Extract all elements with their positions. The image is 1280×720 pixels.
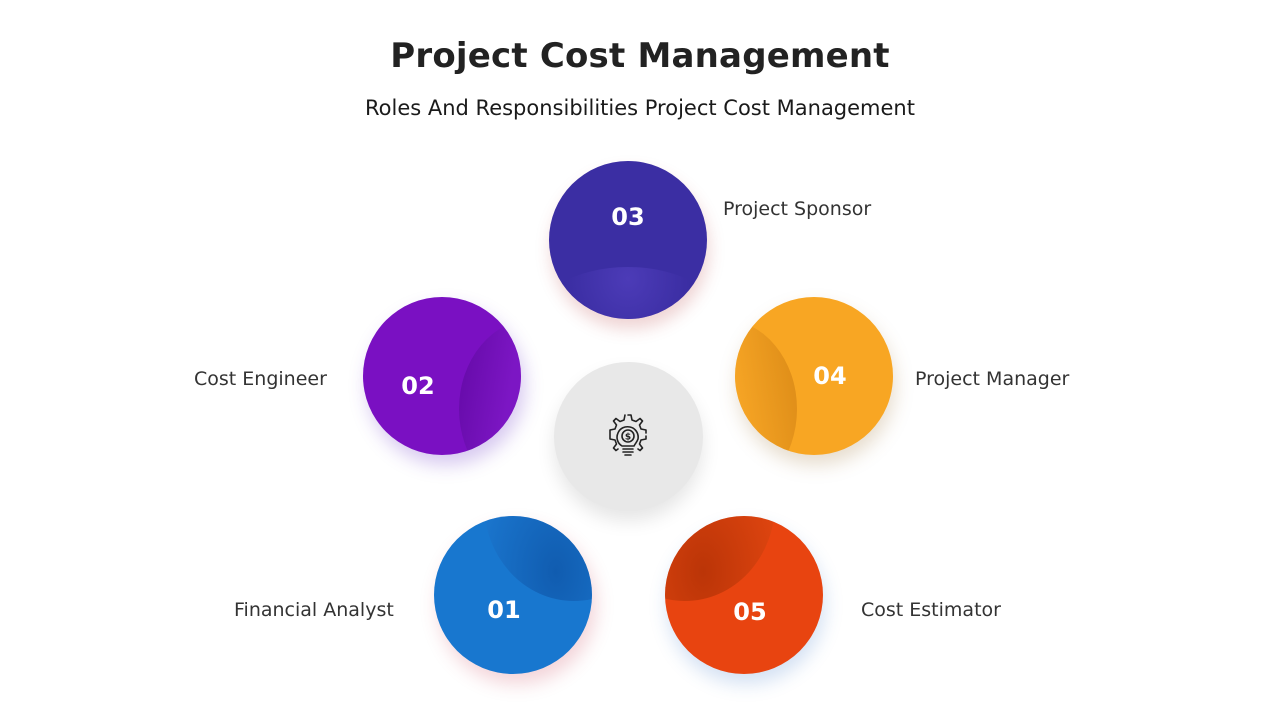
step-05-label: Cost Estimator bbox=[861, 599, 1001, 621]
step-01-circle: 01 bbox=[434, 516, 592, 674]
step-04-label: Project Manager bbox=[915, 368, 1070, 390]
lightbulb-dollar-gear-icon: $ bbox=[609, 414, 647, 456]
page-subtitle: Roles And Responsibilities Project Cost … bbox=[365, 96, 915, 120]
step-04-circle: 04 bbox=[735, 297, 893, 455]
step-05-number: 05 bbox=[733, 598, 767, 626]
step-01-number: 01 bbox=[487, 596, 521, 624]
step-04-number: 04 bbox=[813, 362, 847, 390]
step-02-number: 02 bbox=[401, 372, 435, 400]
step-03-label: Project Sponsor bbox=[723, 198, 872, 220]
step-01-label: Financial Analyst bbox=[234, 599, 394, 621]
svg-text:$: $ bbox=[625, 433, 631, 443]
page-title: Project Cost Management bbox=[390, 36, 890, 76]
step-03-circle: 03 bbox=[549, 161, 707, 319]
step-05-circle: 05 bbox=[665, 516, 823, 674]
center-hub: $ bbox=[554, 362, 703, 511]
step-02-label: Cost Engineer bbox=[194, 368, 327, 390]
step-02-circle: 02 bbox=[363, 297, 521, 455]
step-03-number: 03 bbox=[611, 203, 645, 231]
